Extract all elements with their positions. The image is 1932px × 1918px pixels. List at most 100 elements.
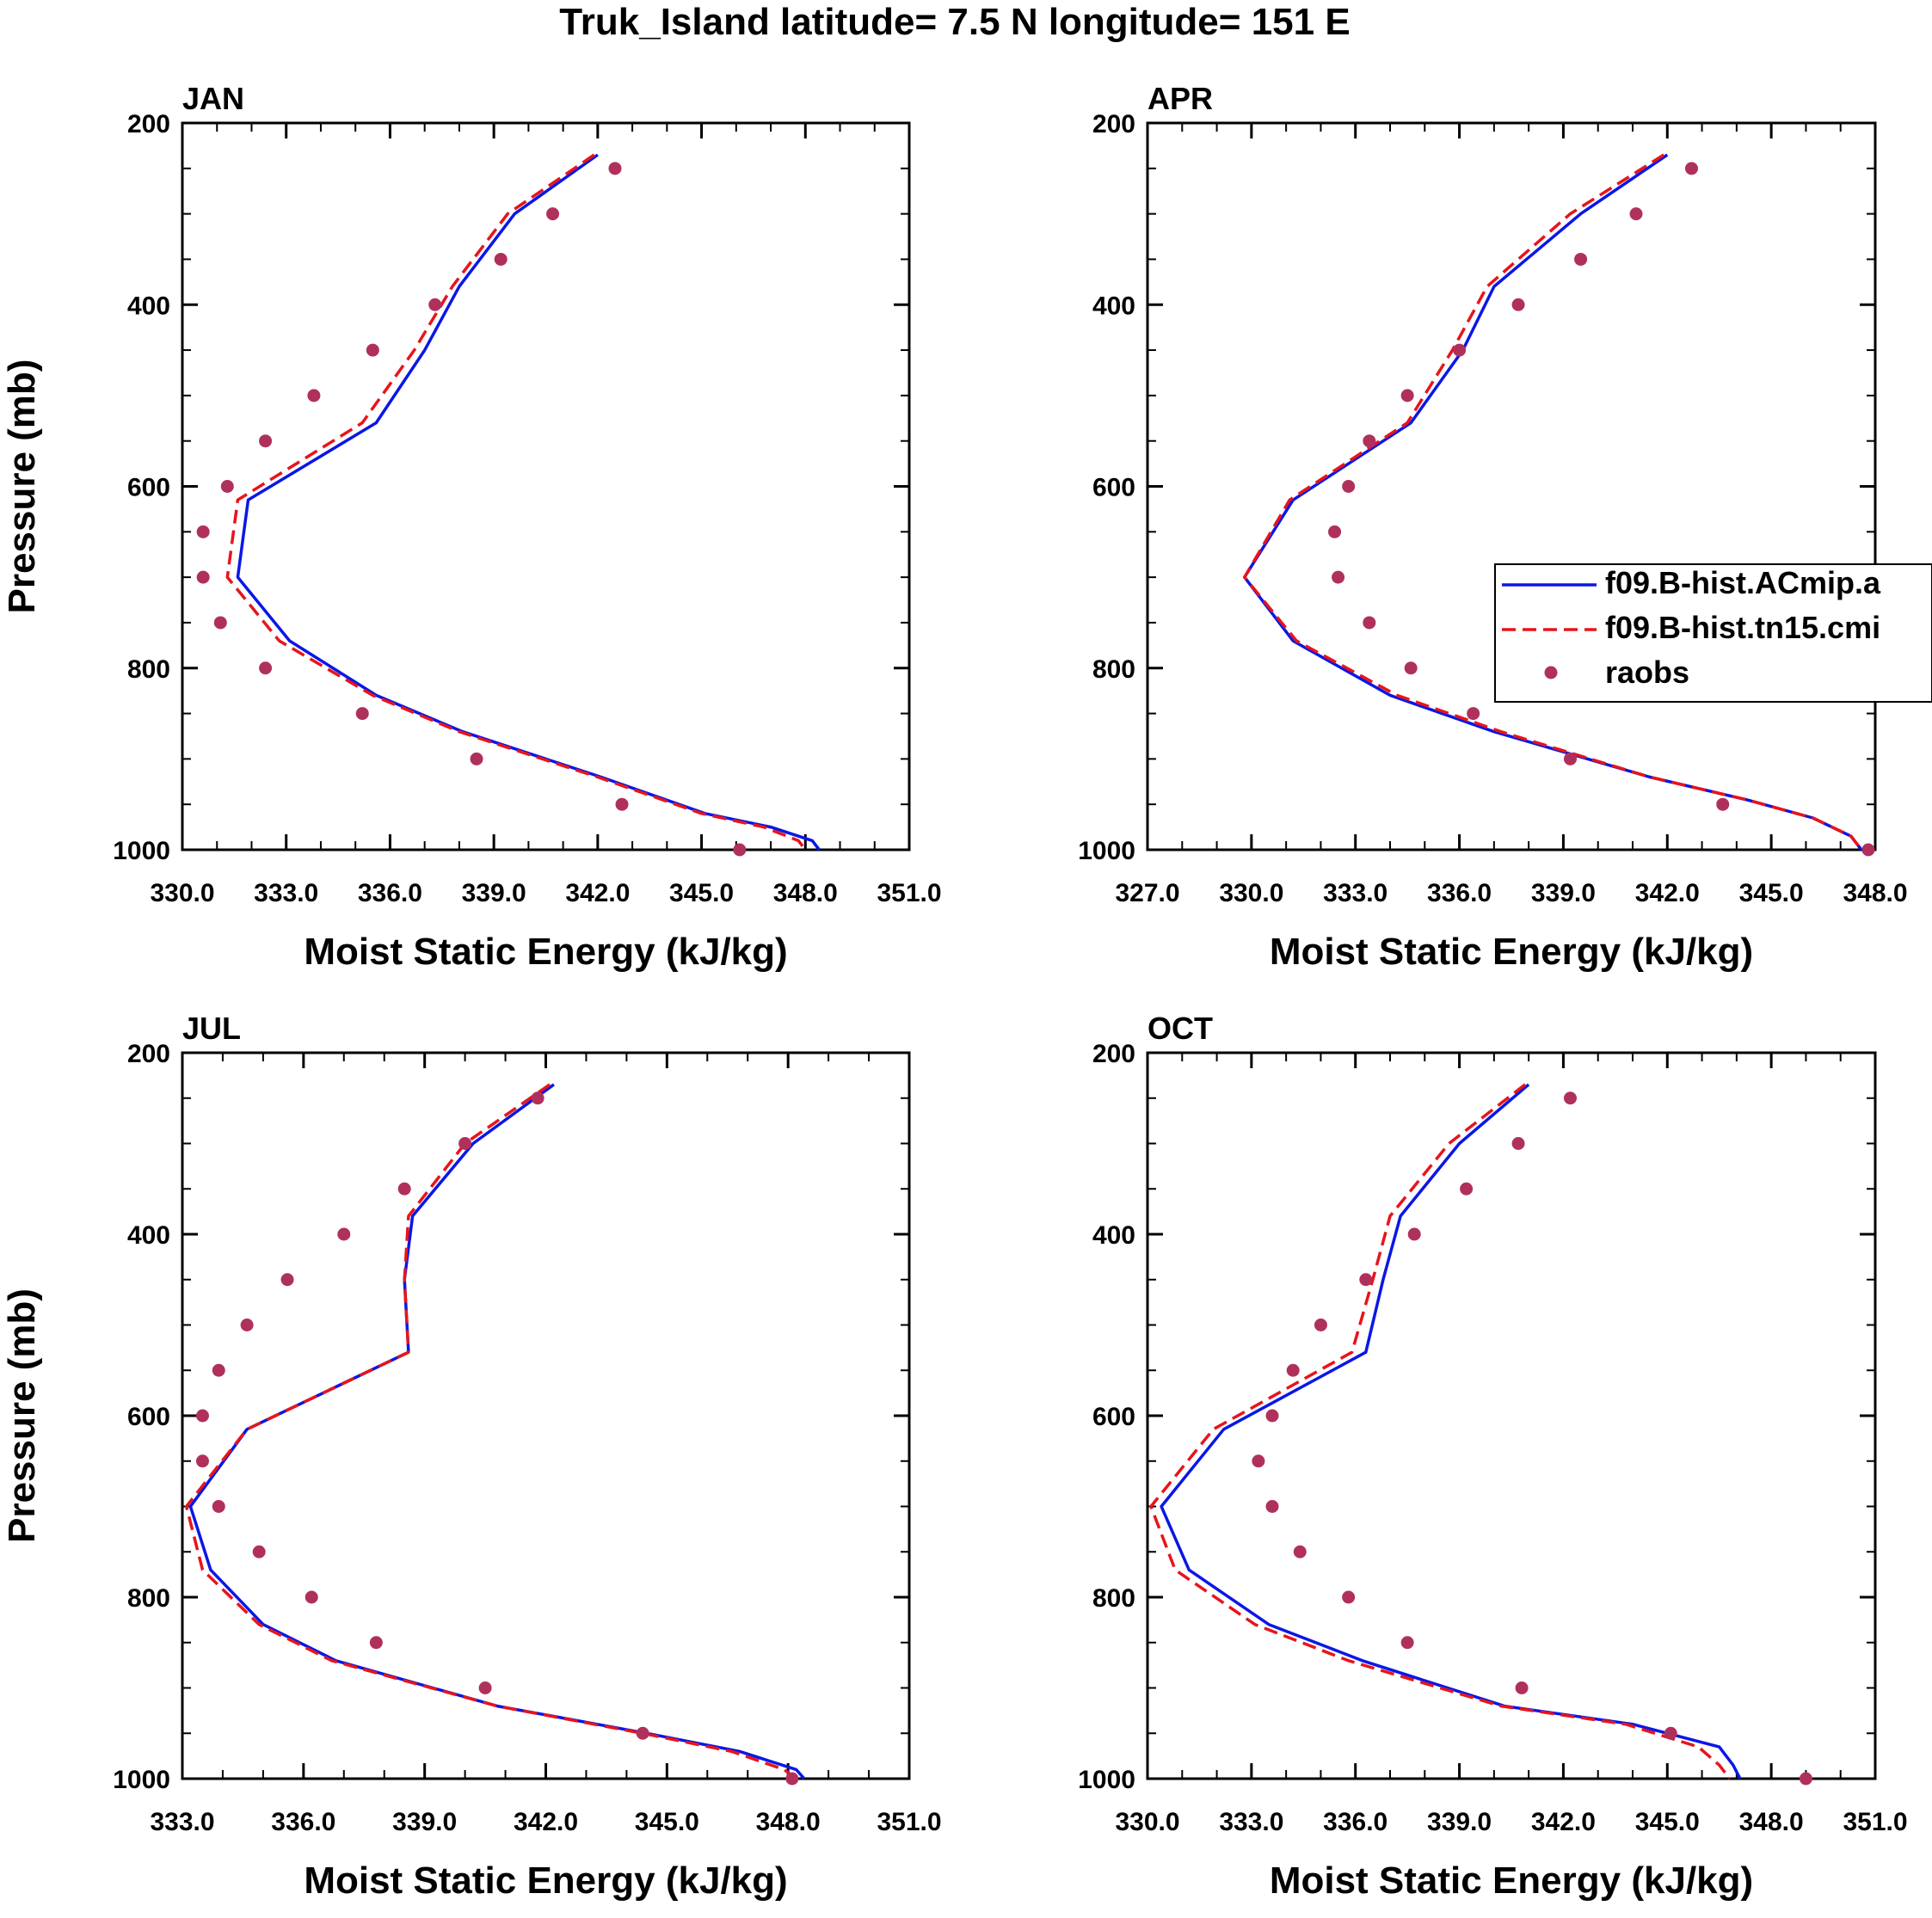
raobs-point [531,1091,545,1105]
x-axis-label: Moist Static Energy (kJ/kg) [1270,931,1753,973]
raobs-point [212,1500,225,1513]
raobs-point [337,1227,351,1241]
y-tick-label: 800 [1092,1584,1135,1613]
x-tick-label: 345.0 [1739,879,1804,907]
y-tick-label: 600 [127,474,170,502]
y-tick-label: 600 [1092,1403,1135,1431]
raobs-point [1252,1454,1265,1468]
panel-title: OCT [1148,1011,1213,1046]
raobs-point [195,1454,209,1468]
raobs-point [1286,1363,1300,1377]
panel-jan: JAN 330.0 333.0 336.0 339.0 342.0 345.0 348.0 35… [1,81,942,973]
y-tick-label: 400 [1092,292,1135,320]
raobs-point [1574,252,1588,266]
raobs-point [397,1182,411,1196]
raobs-point [1265,1500,1279,1513]
x-tick-label: 330.0 [1115,1808,1179,1836]
y-axis-label: Pressure (mb) [1,1288,43,1543]
y-tick-label: 400 [127,292,170,320]
raobs-point [1400,1636,1414,1650]
panel-title: JAN [182,81,244,116]
x-tick-label: 351.0 [1843,1808,1907,1836]
x-tick-label: 336.0 [1427,879,1492,907]
raobs-point [1400,389,1414,403]
x-tick-label: 345.0 [669,879,734,907]
y-tick-label: 1000 [113,1766,170,1794]
x-tick-label: 348.0 [773,879,838,907]
x-tick-label: 342.0 [1531,1808,1596,1836]
acmip-line [1243,153,1863,851]
raobs-point [196,525,210,538]
tn15-line [184,1083,797,1780]
raobs-point [1332,570,1345,584]
x-axis-label: Moist Static Energy (kJ/kg) [304,931,787,973]
panel-apr: APR 327.0 330.0 333.0 336.0 339.0 342.0 345.0 34… [1078,81,1932,973]
y-tick-label: 400 [127,1221,170,1250]
raobs-point [428,298,442,311]
panel-title: JUL [182,1011,241,1046]
x-tick-label: 339.0 [462,879,526,907]
x-tick-label: 333.0 [254,879,318,907]
raobs-point [259,434,273,448]
plot-frame [1146,1051,1877,1780]
raobs-point [307,389,321,403]
x-tick-label: 333.0 [1323,879,1387,907]
y-tick-label: 200 [127,110,170,138]
y-tick-label: 200 [1092,110,1135,138]
y-tick-label: 1000 [1078,1766,1135,1794]
raobs-point [1511,298,1525,311]
tn15-line [1243,153,1863,851]
raobs-point [252,1545,266,1558]
y-tick-label: 600 [1092,474,1135,502]
raobs-point [1342,1590,1356,1604]
raobs-point [608,162,622,175]
x-tick-label: 333.0 [1219,1808,1283,1836]
panel-oct: OCT 330.0 333.0 336.0 339.0 342.0 345.0 348.0 35… [1078,1011,1907,1902]
x-tick-label: 336.0 [358,879,422,907]
legend-swatch-raobs [1544,666,1558,679]
legend-label: f09.B-hist.tn15.cmi [1605,610,1880,645]
x-tick-label: 339.0 [392,1808,457,1836]
raobs-point [369,1636,383,1650]
x-tick-label: 345.0 [1635,1808,1700,1836]
raobs-point [1664,1726,1677,1740]
raobs-point [212,1363,225,1377]
y-axis-label: Pressure (mb) [1,360,43,614]
x-tick-label: 327.0 [1115,879,1179,907]
acmip-line [1160,1083,1742,1780]
raobs-point [1265,1409,1279,1423]
raobs-point [1460,1182,1474,1196]
x-tick-label: 336.0 [1323,1808,1387,1836]
raobs-point [280,1273,294,1287]
x-tick-label: 330.0 [150,879,214,907]
plot-frame [1146,121,1877,851]
y-tick-label: 400 [1092,1221,1135,1250]
raobs-point [1314,1319,1327,1331]
raobs-point [1515,1681,1529,1694]
raobs-point [494,252,508,266]
raobs-point [1363,616,1376,630]
raobs-point [1328,525,1342,538]
x-tick-label: 342.0 [565,879,630,907]
raobs-point [1359,1273,1373,1287]
raobs-point [305,1590,318,1604]
raobs-point [615,797,629,811]
raobs-point [1293,1545,1307,1558]
raobs-point [213,616,227,630]
x-tick-label: 336.0 [271,1808,335,1836]
tn15-line [1149,1083,1732,1780]
x-tick-label: 342.0 [514,1808,578,1836]
raobs-point [1716,797,1730,811]
legend-label: f09.B-hist.ACmip.a [1605,565,1881,600]
x-tick-label: 351.0 [877,879,941,907]
x-axis-label: Moist Static Energy (kJ/kg) [1270,1860,1753,1902]
raobs-point [1629,207,1643,221]
raobs-point [458,1137,472,1150]
y-tick-label: 1000 [1078,837,1135,865]
x-tick-label: 348.0 [1739,1808,1804,1836]
raobs-point [196,570,210,584]
y-tick-label: 800 [127,1584,170,1613]
x-tick-label: 345.0 [635,1808,699,1836]
legend-label: raobs [1605,655,1689,690]
